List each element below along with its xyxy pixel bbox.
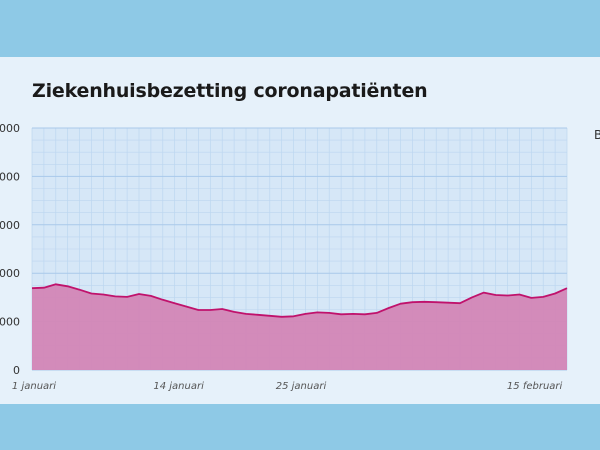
series-area <box>32 284 567 370</box>
x-tick-label: 14 januari <box>153 381 204 392</box>
x-tick-label: 15 februari <box>507 381 563 392</box>
series-line <box>31 283 568 318</box>
truncated-right-label: B <box>594 128 600 142</box>
y-tick-label: 2000 <box>0 267 20 280</box>
chart-title: Ziekenhuisbezetting coronapatiënten <box>32 80 428 102</box>
y-tick-label: 5000 <box>0 122 20 135</box>
y-tick-label: 1000 <box>0 316 20 329</box>
y-tick-label: 3000 <box>0 219 20 232</box>
x-tick-label: 1 januari <box>12 381 56 392</box>
x-tick-label: 25 januari <box>276 381 327 392</box>
y-tick-label: 4000 <box>0 170 20 183</box>
y-tick-label: 0 <box>13 364 20 377</box>
